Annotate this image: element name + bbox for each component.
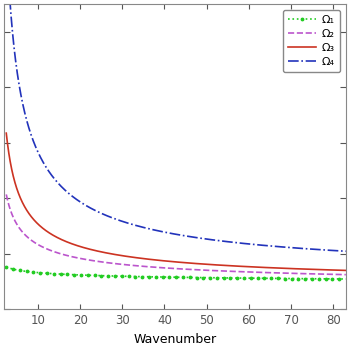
- Ω₁: [160, 275, 164, 279]
- Ω₂: [4, 193, 8, 197]
- Ω₁: [169, 275, 174, 279]
- Ω₃: [334, 268, 338, 272]
- Ω₂: [21, 231, 26, 236]
- Ω₄: [160, 230, 164, 234]
- Ω₃: [21, 203, 26, 207]
- Legend: Ω₁, Ω₂, Ω₃, Ω₄: Ω₁, Ω₂, Ω₃, Ω₄: [283, 10, 340, 72]
- Ω₃: [169, 259, 174, 264]
- Ω₃: [160, 259, 164, 263]
- Ω₄: [272, 244, 276, 248]
- Ω₄: [334, 248, 338, 253]
- Line: Ω₂: Ω₂: [6, 195, 346, 275]
- Ω₁: [334, 277, 338, 281]
- Ω₃: [344, 268, 348, 273]
- Ω₃: [272, 266, 276, 270]
- Ω₂: [334, 272, 338, 276]
- Ω₄: [344, 249, 348, 253]
- Ω₁: [344, 277, 348, 281]
- Ω₁: [4, 265, 8, 269]
- Ω₄: [169, 231, 174, 236]
- Ω₂: [344, 273, 348, 277]
- Ω₂: [334, 272, 338, 276]
- Ω₁: [334, 277, 338, 281]
- Ω₄: [334, 248, 338, 253]
- Line: Ω₃: Ω₃: [6, 133, 346, 271]
- Ω₂: [160, 266, 164, 270]
- Ω₁: [21, 269, 26, 273]
- Ω₂: [169, 266, 174, 271]
- X-axis label: Wavenumber: Wavenumber: [133, 333, 217, 346]
- Line: Ω₄: Ω₄: [6, 0, 346, 251]
- Ω₂: [272, 271, 276, 275]
- Ω₃: [4, 131, 8, 135]
- Ω₁: [272, 276, 276, 280]
- Line: Ω₁: Ω₁: [4, 265, 348, 281]
- Ω₃: [334, 268, 338, 272]
- Ω₄: [21, 106, 26, 110]
